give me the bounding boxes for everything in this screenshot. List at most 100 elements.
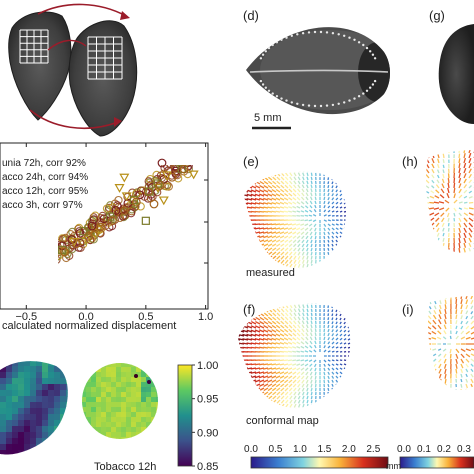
displacement-arrow: [331, 371, 335, 375]
displacement-arrow: [263, 367, 269, 370]
heatmap-cell: [136, 377, 142, 383]
displacement-arrow: [335, 223, 339, 226]
heatmap-cell: [116, 377, 122, 383]
displacement-arrow: [292, 188, 297, 193]
displacement-arrow: [263, 259, 269, 264]
displacement-arrow: [288, 188, 293, 193]
displacement-arrow: [289, 407, 293, 409]
displacement-arrow: [297, 180, 301, 185]
displacement-arrow: [327, 227, 331, 231]
displacement-arrow: [442, 242, 445, 248]
displacement-arrow: [309, 200, 313, 205]
heatmap-cell: [126, 417, 132, 423]
displacement-arrow: [267, 243, 273, 247]
displacement-arrow: [288, 320, 293, 325]
displacement-arrow: [460, 330, 465, 335]
displacement-arrow: [290, 164, 292, 168]
displacement-arrow: [344, 298, 345, 300]
heatmap-cell: [36, 390, 43, 397]
heatmap-cell: [101, 412, 107, 418]
displacement-arrow: [267, 316, 273, 321]
displacement-map-h: (h): [402, 144, 474, 262]
scatter-point: [20, 262, 27, 269]
displacement-arrow: [335, 379, 339, 383]
displacement-arrow: [323, 209, 327, 213]
displacement-arrow: [455, 348, 460, 354]
displacement-arrow: [305, 371, 309, 376]
displacement-arrow: [352, 404, 353, 406]
displacement-arrow: [468, 201, 474, 204]
displacement-arrow: [422, 144, 424, 148]
displacement-arrow: [327, 337, 330, 341]
heatmap-cell: [146, 377, 152, 383]
leaf-photo-d: (d) 5 mm: [243, 8, 390, 130]
displacement-arrow: [352, 368, 354, 369]
displacement-arrow: [309, 371, 313, 376]
heatmap-cell: [12, 426, 19, 433]
colorbar-tick-label: 0.1: [417, 444, 431, 455]
displacement-arrow: [464, 253, 465, 257]
displacement-arrow: [465, 353, 471, 358]
displacement-arrow: [343, 231, 346, 234]
displacement-arrow: [443, 358, 447, 364]
displacement-arrow: [275, 193, 281, 197]
heatmap-cell: [121, 372, 127, 378]
displacement-arrow: [238, 371, 241, 374]
scatter-point: [22, 274, 29, 281]
displacement-arrow: [465, 378, 469, 383]
displacement-arrow: [427, 144, 429, 148]
displacement-arrow: [434, 212, 440, 217]
displacement-arrow: [458, 150, 461, 154]
displacement-arrow: [437, 324, 442, 330]
heatmap-cell: [6, 361, 13, 367]
displacement-arrow: [348, 182, 349, 184]
displacement-arrow: [432, 348, 437, 351]
heatmap-cell: [48, 438, 55, 445]
displacement-arrow: [285, 304, 289, 309]
displacement-arrow: [331, 345, 335, 349]
displacement-arrow: [464, 258, 465, 262]
displacement-arrow: [327, 341, 331, 345]
displacement-arrow: [463, 242, 467, 248]
displacement-arrow: [424, 374, 427, 377]
displacement-arrow: [335, 367, 339, 371]
displacement-arrow: [309, 227, 313, 232]
displacement-arrow: [331, 313, 334, 317]
displacement-arrow: [288, 197, 293, 201]
displacement-arrow: [460, 320, 463, 325]
displacement-arrow: [300, 371, 305, 376]
displacement-arrow: [258, 193, 265, 197]
leaf-dot: [369, 50, 372, 53]
displacement-arrow: [269, 296, 272, 300]
scatter-point: [19, 282, 26, 289]
heatmap-cell: [101, 437, 107, 439]
displacement-arrow: [235, 272, 240, 275]
displacement-arrow: [275, 201, 281, 205]
displacement-arrow: [292, 328, 297, 333]
displacement-arrow: [293, 251, 297, 256]
displacement-arrow: [263, 172, 269, 177]
displacement-arrow: [292, 235, 297, 239]
right-leaf: [68, 20, 138, 137]
displacement-arrow: [271, 329, 277, 333]
scatter-point: [12, 281, 19, 288]
displacement-arrow: [335, 407, 338, 409]
displacement-arrow: [446, 212, 450, 218]
displacement-arrow: [455, 330, 458, 335]
heatmap-left: [0, 361, 68, 455]
displacement-arrow: [250, 255, 257, 260]
displacement-arrow: [335, 325, 338, 329]
displacement-arrow: [343, 267, 346, 269]
displacement-arrow: [458, 153, 461, 159]
displacement-arrow: [235, 260, 240, 263]
heatmap-cell: [48, 361, 55, 367]
displacement-arrow: [275, 231, 281, 235]
displacement-arrow: [459, 253, 460, 258]
displacement-arrow: [246, 251, 253, 255]
displacement-arrow: [242, 338, 249, 341]
displacement-arrow: [331, 303, 334, 305]
displacement-arrow: [304, 227, 309, 231]
displacement-arrow: [335, 387, 338, 391]
displacement-arrow: [252, 296, 256, 300]
displacement-arrow: [280, 395, 285, 400]
